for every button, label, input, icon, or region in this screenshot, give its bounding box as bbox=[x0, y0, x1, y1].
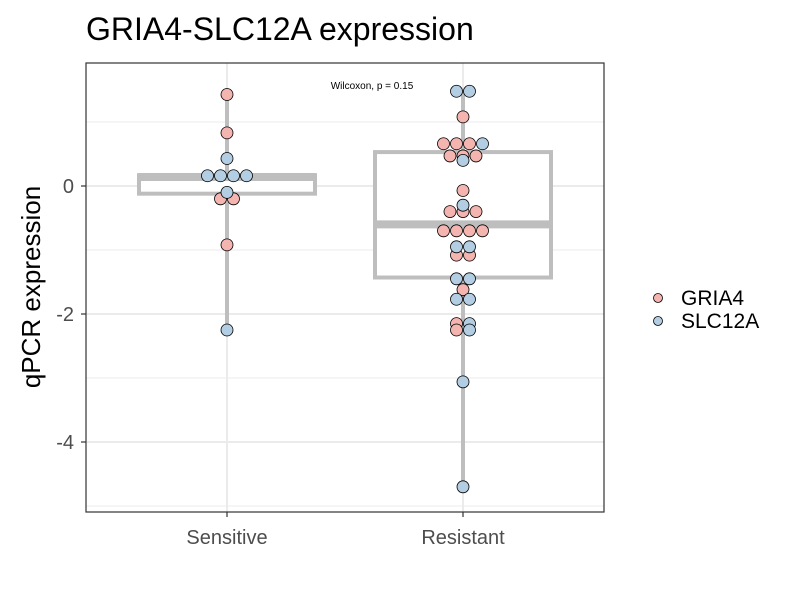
data-point-gria4 bbox=[220, 88, 234, 101]
data-point-gria4 bbox=[456, 283, 470, 297]
data-point-gria4 bbox=[469, 205, 483, 219]
data-point-gria4 bbox=[437, 137, 450, 151]
data-point-slc12a bbox=[220, 152, 234, 165]
data-point-slc12a bbox=[201, 169, 214, 183]
data-point-slc12a bbox=[240, 169, 253, 183]
data-point-slc12a bbox=[227, 169, 240, 183]
data-point-gria4 bbox=[463, 224, 476, 238]
legend-label-slc12a: SLC12A bbox=[681, 310, 759, 333]
data-point-slc12a bbox=[214, 169, 227, 183]
data-point-slc12a bbox=[220, 185, 234, 199]
data-point-gria4 bbox=[463, 137, 476, 151]
y-axis: 0 -2 -4 bbox=[56, 176, 86, 454]
data-point-gria4 bbox=[450, 323, 463, 337]
x-axis: Sensitive Resistant bbox=[186, 512, 505, 549]
data-point-slc12a bbox=[450, 292, 463, 306]
data-point-gria4 bbox=[476, 224, 489, 238]
x-tick-label: Resistant bbox=[421, 527, 505, 549]
data-point-slc12a bbox=[463, 323, 476, 337]
data-point-slc12a bbox=[456, 480, 470, 494]
data-point-slc12a bbox=[456, 375, 470, 389]
y-tick-label: -2 bbox=[56, 304, 74, 326]
data-point-slc12a bbox=[450, 84, 463, 98]
data-point-slc12a bbox=[476, 137, 489, 151]
data-point-gria4 bbox=[450, 224, 463, 238]
data-point-gria4 bbox=[220, 238, 234, 252]
data-point-gria4 bbox=[443, 205, 457, 219]
chart-title: GRIA4-SLC12A expression bbox=[86, 11, 474, 47]
data-point-slc12a bbox=[463, 84, 476, 98]
data-points bbox=[201, 84, 489, 494]
data-point-slc12a bbox=[450, 272, 463, 286]
data-point-slc12a bbox=[463, 272, 476, 286]
data-point-slc12a bbox=[220, 323, 234, 337]
data-point-slc12a bbox=[463, 292, 476, 306]
data-point-gria4 bbox=[450, 137, 463, 151]
legend-key-gria4 bbox=[653, 293, 663, 303]
data-point-gria4 bbox=[456, 110, 470, 124]
legend-key-slc12a bbox=[653, 316, 663, 326]
legend-label-gria4: GRIA4 bbox=[681, 287, 744, 310]
data-point-gria4 bbox=[220, 126, 234, 140]
boxplots bbox=[137, 91, 553, 487]
data-point-gria4 bbox=[469, 149, 483, 163]
data-point-gria4 bbox=[456, 184, 470, 197]
data-point-gria4 bbox=[437, 224, 450, 238]
y-tick-label: -4 bbox=[56, 432, 74, 454]
data-point-slc12a bbox=[456, 153, 470, 167]
y-axis-title: qPCR expression bbox=[16, 186, 46, 388]
data-point-slc12a bbox=[463, 240, 476, 254]
x-tick-label: Sensitive bbox=[186, 527, 267, 549]
wilcoxon-annotation: Wilcoxon, p = 0.15 bbox=[331, 81, 414, 92]
panel-border bbox=[85, 62, 605, 513]
y-tick-label: 0 bbox=[63, 176, 74, 198]
data-point-gria4 bbox=[443, 149, 457, 163]
data-point-slc12a bbox=[456, 198, 470, 212]
data-point-slc12a bbox=[450, 240, 463, 254]
grid bbox=[86, 63, 604, 512]
